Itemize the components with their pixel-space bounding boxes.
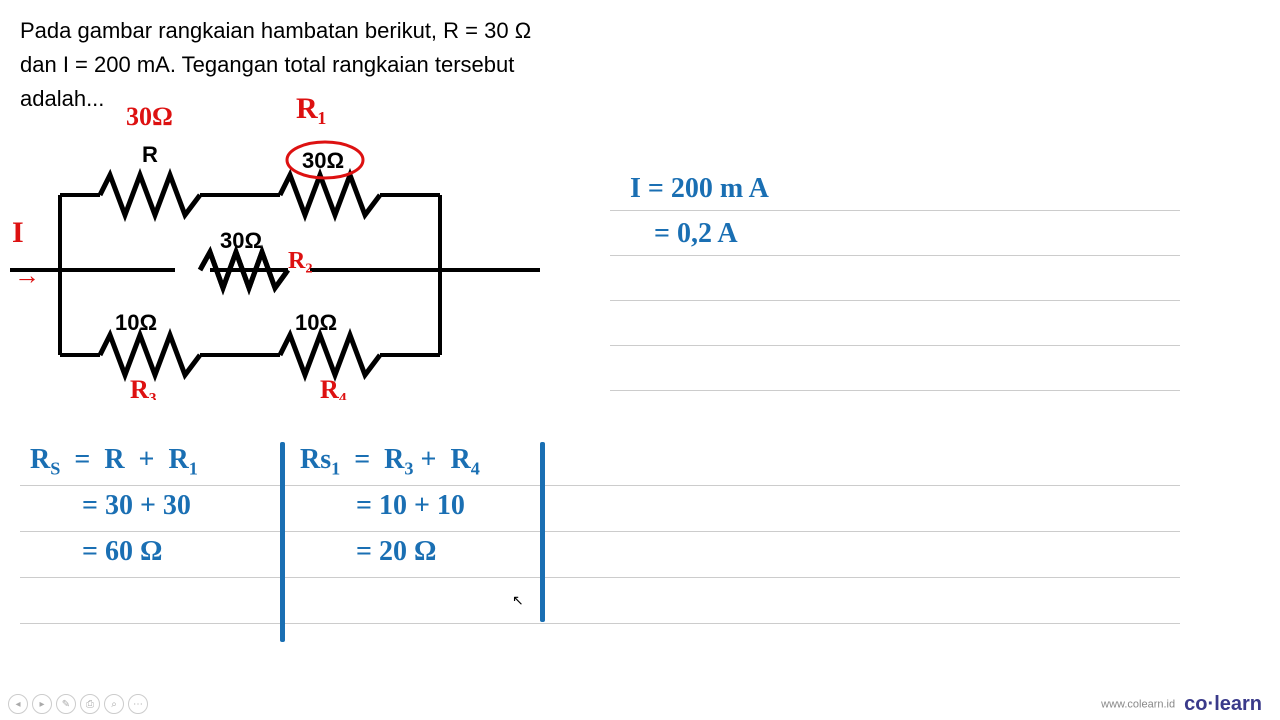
divider-1	[280, 442, 285, 642]
right-notes: I = 200 m A = 0,2 A	[610, 166, 1180, 391]
work-left-2: = 30 + 30	[82, 490, 191, 522]
arrow-icon: →	[14, 261, 40, 290]
problem-line2: dan I = 200 mA. Tegangan total rangkaian…	[20, 48, 600, 82]
note-line3	[610, 256, 1180, 301]
label-mid-30: 30Ω	[220, 228, 262, 253]
next-icon[interactable]: ▸	[32, 694, 52, 714]
note-line5	[610, 346, 1180, 391]
work-right-2: = 10 + 10	[356, 490, 465, 522]
more-icon[interactable]: ⋯	[128, 694, 148, 714]
circuit-diagram: R 30Ω 30Ω 10Ω 10Ω R₂ R₃ R₄ I →	[10, 140, 550, 400]
zoom-icon[interactable]: ⌕	[104, 694, 124, 714]
annotation-R1: R₁	[296, 92, 327, 126]
problem-line1: Pada gambar rangkaian hambatan berikut, …	[20, 14, 600, 48]
footer: www.colearn.id co·learn	[1101, 693, 1262, 716]
annotation-I: I	[12, 216, 24, 249]
note-line4	[610, 301, 1180, 346]
work-left-1: RS = R + R1	[30, 444, 198, 480]
note-line2: = 0,2 A	[610, 211, 1180, 256]
label-R: R	[142, 142, 158, 167]
divider-2	[540, 442, 545, 622]
footer-url: www.colearn.id	[1101, 698, 1175, 710]
work-area: RS = R + R1 Rs1 = R3 + R4 = 30 + 30 = 10…	[20, 440, 1180, 670]
work-right-1: Rs1 = R3 + R4	[300, 444, 480, 480]
cursor-icon: ↖	[512, 592, 524, 609]
label-bl-10: 10Ω	[115, 310, 157, 335]
footer-toolbar: ◂ ▸ ✎ ⎙ ⌕ ⋯	[8, 694, 148, 714]
annotation-30ohm: 30Ω	[126, 102, 173, 132]
work-right-3: = 20 Ω	[356, 536, 436, 568]
print-icon[interactable]: ⎙	[80, 694, 100, 714]
annotation-R3: R₃	[130, 375, 157, 400]
pen-icon[interactable]: ✎	[56, 694, 76, 714]
annotation-R2: R₂	[288, 248, 313, 274]
annotation-R4: R₄	[320, 375, 347, 400]
logo: co·learn	[1184, 693, 1262, 715]
work-left-3: = 60 Ω	[82, 536, 162, 568]
prev-icon[interactable]: ◂	[8, 694, 28, 714]
note-line1: I = 200 m A	[610, 166, 1180, 211]
label-br-10: 10Ω	[295, 310, 337, 335]
label-top-30: 30Ω	[302, 148, 344, 173]
